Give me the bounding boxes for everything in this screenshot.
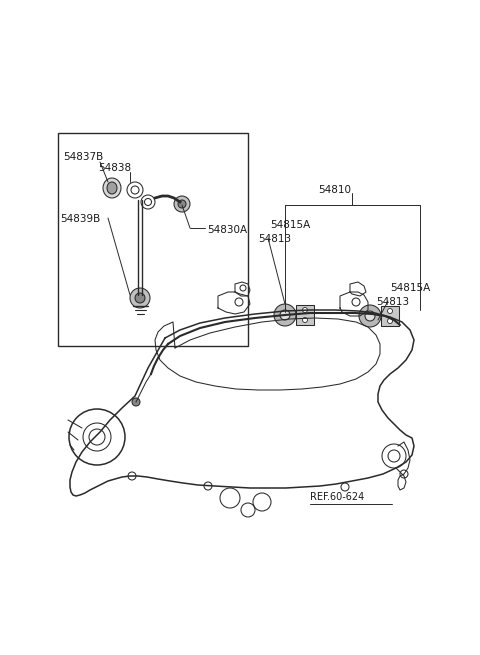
- Circle shape: [132, 398, 140, 406]
- Circle shape: [178, 200, 186, 208]
- Text: 54815A: 54815A: [390, 283, 430, 293]
- Circle shape: [387, 309, 393, 314]
- Ellipse shape: [280, 310, 290, 320]
- Bar: [58, 133, 248, 346]
- Text: 54813: 54813: [376, 297, 409, 307]
- Circle shape: [174, 196, 190, 212]
- Text: 54837B: 54837B: [63, 152, 103, 162]
- Bar: [381, 306, 399, 326]
- Text: 54839B: 54839B: [60, 214, 100, 224]
- Ellipse shape: [274, 304, 296, 326]
- Text: 54810: 54810: [318, 185, 351, 195]
- Circle shape: [130, 288, 150, 308]
- Text: REF.60-624: REF.60-624: [310, 492, 364, 502]
- Ellipse shape: [107, 182, 117, 194]
- Bar: [296, 305, 314, 325]
- Text: 54838: 54838: [98, 163, 131, 173]
- Ellipse shape: [365, 311, 375, 321]
- Circle shape: [135, 293, 145, 303]
- Circle shape: [387, 318, 393, 324]
- Text: 54813: 54813: [258, 234, 291, 244]
- Circle shape: [302, 318, 308, 322]
- Ellipse shape: [359, 305, 381, 327]
- Circle shape: [302, 307, 308, 312]
- Text: 54815A: 54815A: [270, 220, 310, 230]
- Ellipse shape: [103, 178, 121, 198]
- Text: 54830A: 54830A: [207, 225, 247, 235]
